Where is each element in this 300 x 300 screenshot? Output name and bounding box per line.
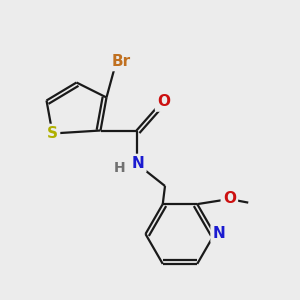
Text: N: N (213, 226, 225, 242)
Text: S: S (47, 126, 58, 141)
Text: H: H (114, 161, 126, 175)
Text: Br: Br (111, 54, 130, 69)
Text: N: N (132, 156, 144, 171)
Text: O: O (157, 94, 170, 110)
Text: O: O (223, 190, 236, 206)
